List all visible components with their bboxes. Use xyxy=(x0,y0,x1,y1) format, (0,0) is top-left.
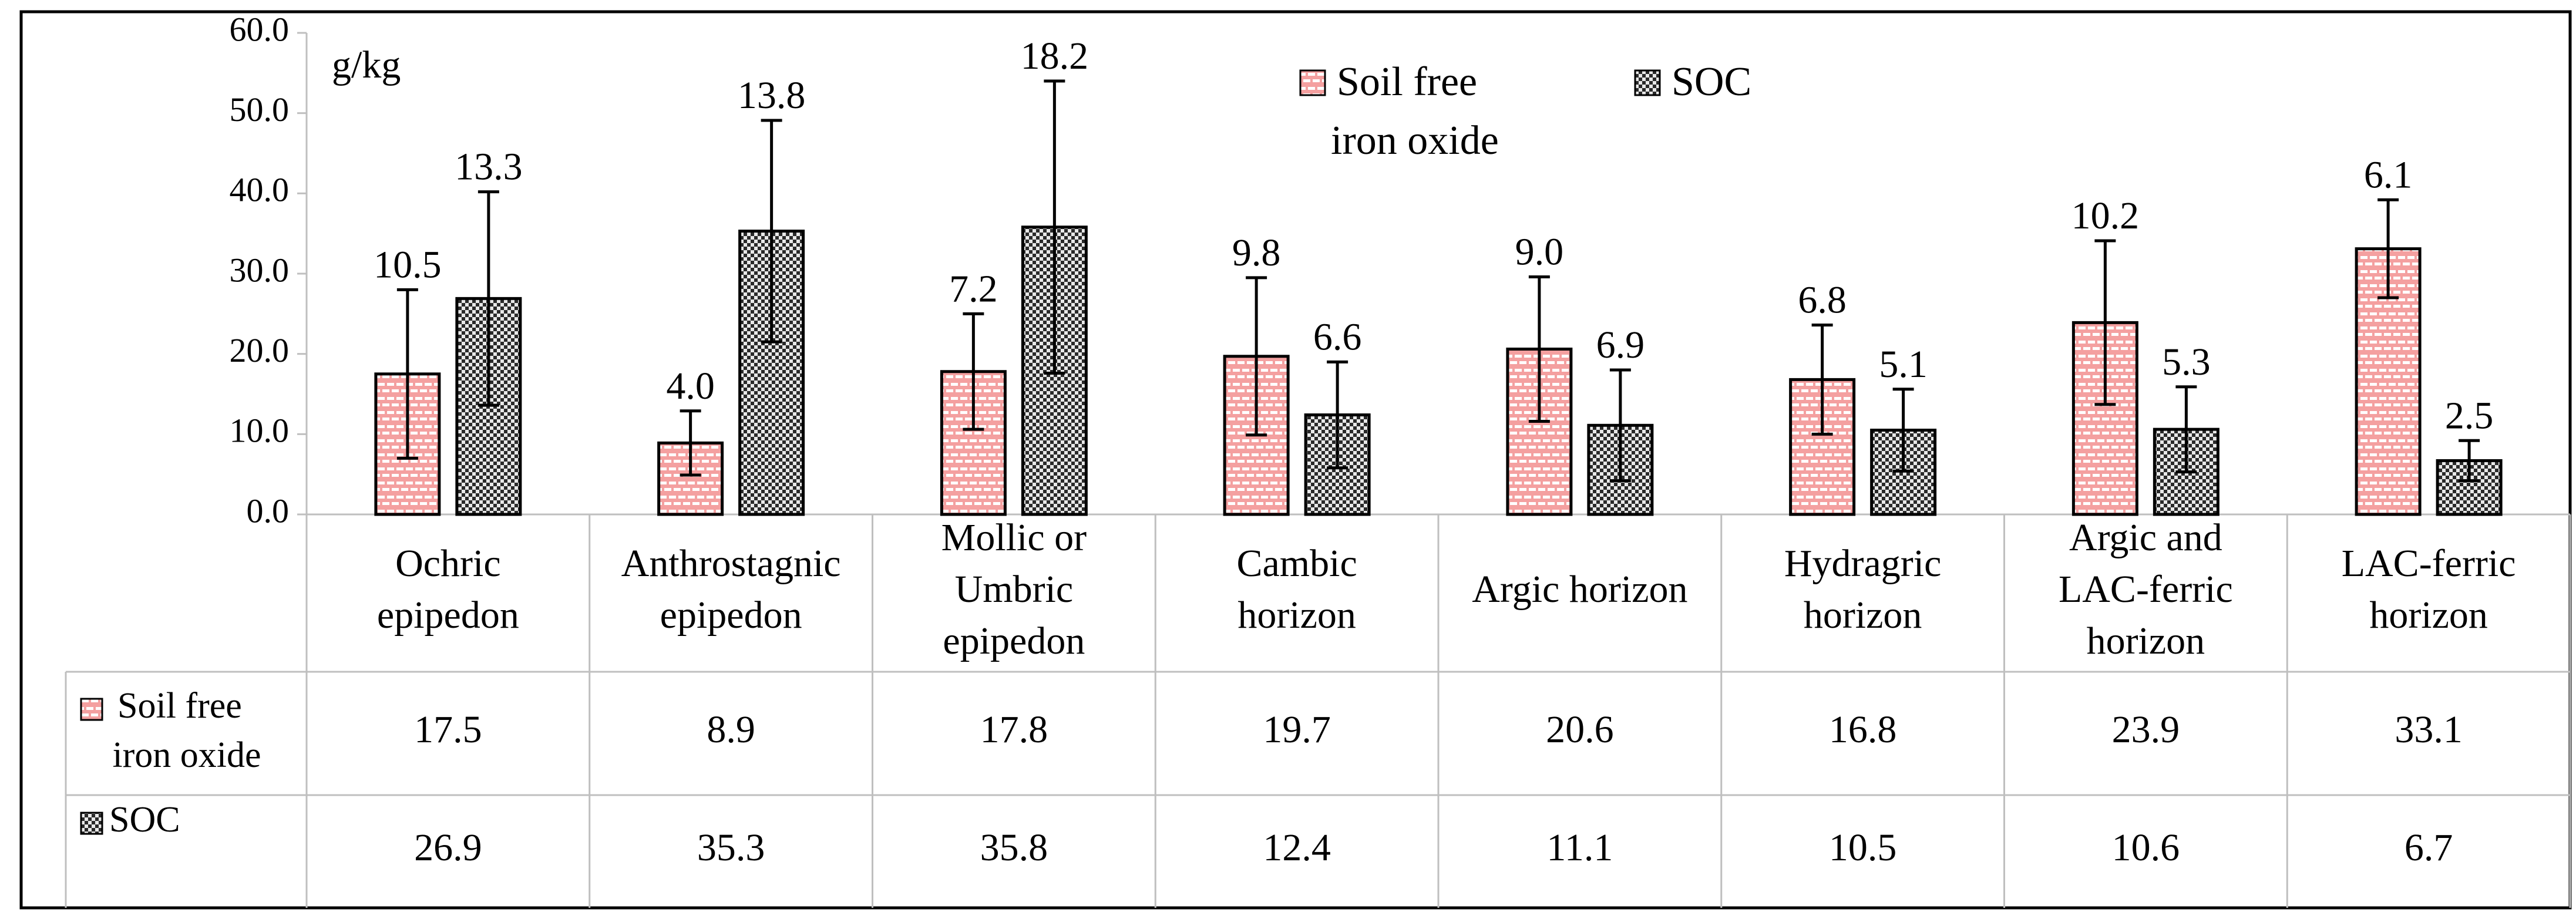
category-label: epipedon xyxy=(943,620,1085,662)
legend-label: Soil free xyxy=(1337,59,1477,105)
category-label: epipedon xyxy=(377,594,519,637)
error-label: 5.3 xyxy=(2162,341,2211,383)
category-label: Umbric xyxy=(955,568,1074,611)
y-tick-label: 0.0 xyxy=(247,492,290,530)
error-label: 10.5 xyxy=(374,243,442,286)
chart-border xyxy=(19,10,2572,910)
table-value: 11.1 xyxy=(1546,826,1613,869)
error-label: 6.6 xyxy=(1313,315,1362,358)
y-tick-label: 60.0 xyxy=(230,10,290,48)
category-label: Hydragric xyxy=(1784,542,1942,585)
error-label: 13.3 xyxy=(455,146,523,188)
table-row-label: SOC xyxy=(109,800,180,840)
category-label: LAC-ferric xyxy=(2059,568,2233,611)
unit-label: g/kg xyxy=(332,43,401,86)
category-label: horizon xyxy=(1804,594,1922,637)
category-label: Argic horizon xyxy=(1472,568,1687,611)
table-value: 6.7 xyxy=(2405,826,2453,869)
y-tick-label: 30.0 xyxy=(230,251,290,289)
category-label: Anthrostagnic xyxy=(621,542,841,585)
table-value: 33.1 xyxy=(2395,708,2463,751)
legend-key-soc xyxy=(1634,69,1661,96)
error-label: 2.5 xyxy=(2445,394,2494,437)
category-label: horizon xyxy=(1237,594,1356,637)
category-label: Argic and xyxy=(2069,516,2222,559)
category-label: LAC-ferric xyxy=(2342,542,2516,585)
table-value: 12.4 xyxy=(1263,826,1331,869)
error-label: 6.9 xyxy=(1596,324,1645,366)
table-row-label: Soil free xyxy=(117,686,242,726)
category-label: Mollic or xyxy=(941,516,1087,559)
table-value: 16.8 xyxy=(1829,708,1897,751)
table-value: 10.6 xyxy=(2112,826,2180,869)
table-value: 8.9 xyxy=(707,708,755,751)
category-label: Ochric xyxy=(395,542,501,585)
table-value: 26.9 xyxy=(414,826,482,869)
error-label: 4.0 xyxy=(666,365,715,408)
legend-label: SOC xyxy=(1672,59,1751,105)
category-label: Cambic xyxy=(1236,542,1357,585)
error-label: 13.8 xyxy=(738,74,806,117)
table-value: 23.9 xyxy=(2112,708,2180,751)
error-label: 9.8 xyxy=(1232,231,1281,274)
error-label: 18.2 xyxy=(1021,35,1089,78)
table-value: 10.5 xyxy=(1829,826,1897,869)
y-tick-label: 50.0 xyxy=(230,90,290,129)
error-label: 6.1 xyxy=(2364,153,2413,196)
table-row-label: iron oxide xyxy=(112,735,261,775)
table-value: 17.5 xyxy=(414,708,482,751)
table-value: 35.3 xyxy=(697,826,765,869)
category-label: horizon xyxy=(2369,594,2488,637)
category-label: horizon xyxy=(2087,620,2205,662)
y-tick-label: 20.0 xyxy=(230,331,290,369)
y-tick-label: 40.0 xyxy=(230,171,290,209)
legend-key-iron-oxide xyxy=(1299,69,1326,96)
error-label: 6.8 xyxy=(1798,279,1847,322)
legend-label: iron oxide xyxy=(1331,118,1499,163)
error-label: 5.1 xyxy=(1879,343,1928,386)
error-label: 7.2 xyxy=(949,267,998,310)
error-label: 10.2 xyxy=(2071,194,2140,237)
table-value: 19.7 xyxy=(1263,708,1331,751)
category-label: epipedon xyxy=(660,594,802,637)
table-value: 17.8 xyxy=(980,708,1048,751)
error-label: 9.0 xyxy=(1515,231,1564,274)
table-legend-key xyxy=(80,698,103,721)
table-value: 20.6 xyxy=(1546,708,1614,751)
y-tick-label: 10.0 xyxy=(230,412,290,450)
table-value: 35.8 xyxy=(980,826,1048,869)
table-legend-key xyxy=(80,812,103,835)
